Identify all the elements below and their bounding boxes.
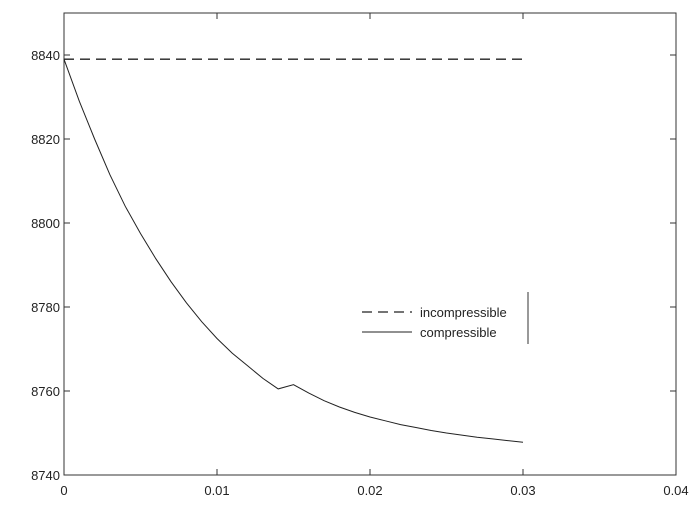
plot-frame	[63, 12, 677, 476]
y-tick-label: 8740	[31, 468, 60, 483]
y-tick-label: 8760	[31, 384, 60, 399]
y-tick-label: 8820	[31, 132, 60, 147]
x-tick-label: 0.03	[510, 483, 535, 498]
legend-label-incompressible: incompressible	[420, 305, 507, 320]
y-tick-label: 8780	[31, 300, 60, 315]
x-tick-label: 0.04	[663, 483, 688, 498]
axis-ticks: 0 0.01 0.02 0.03 0.04 8740 8760 8780 8800 8820 884…	[31, 13, 689, 498]
y-tick-label: 8840	[31, 48, 60, 63]
legend: incompressible compressible	[362, 292, 529, 344]
series-lines	[63, 58, 524, 443]
series-line-compressible	[63, 59, 524, 443]
y-tick-label: 8800	[31, 216, 60, 231]
x-tick-label: 0.01	[204, 483, 229, 498]
legend-label-compressible: compressible	[420, 325, 497, 340]
x-tick-label: 0	[60, 483, 67, 498]
x-tick-label: 0.02	[357, 483, 382, 498]
